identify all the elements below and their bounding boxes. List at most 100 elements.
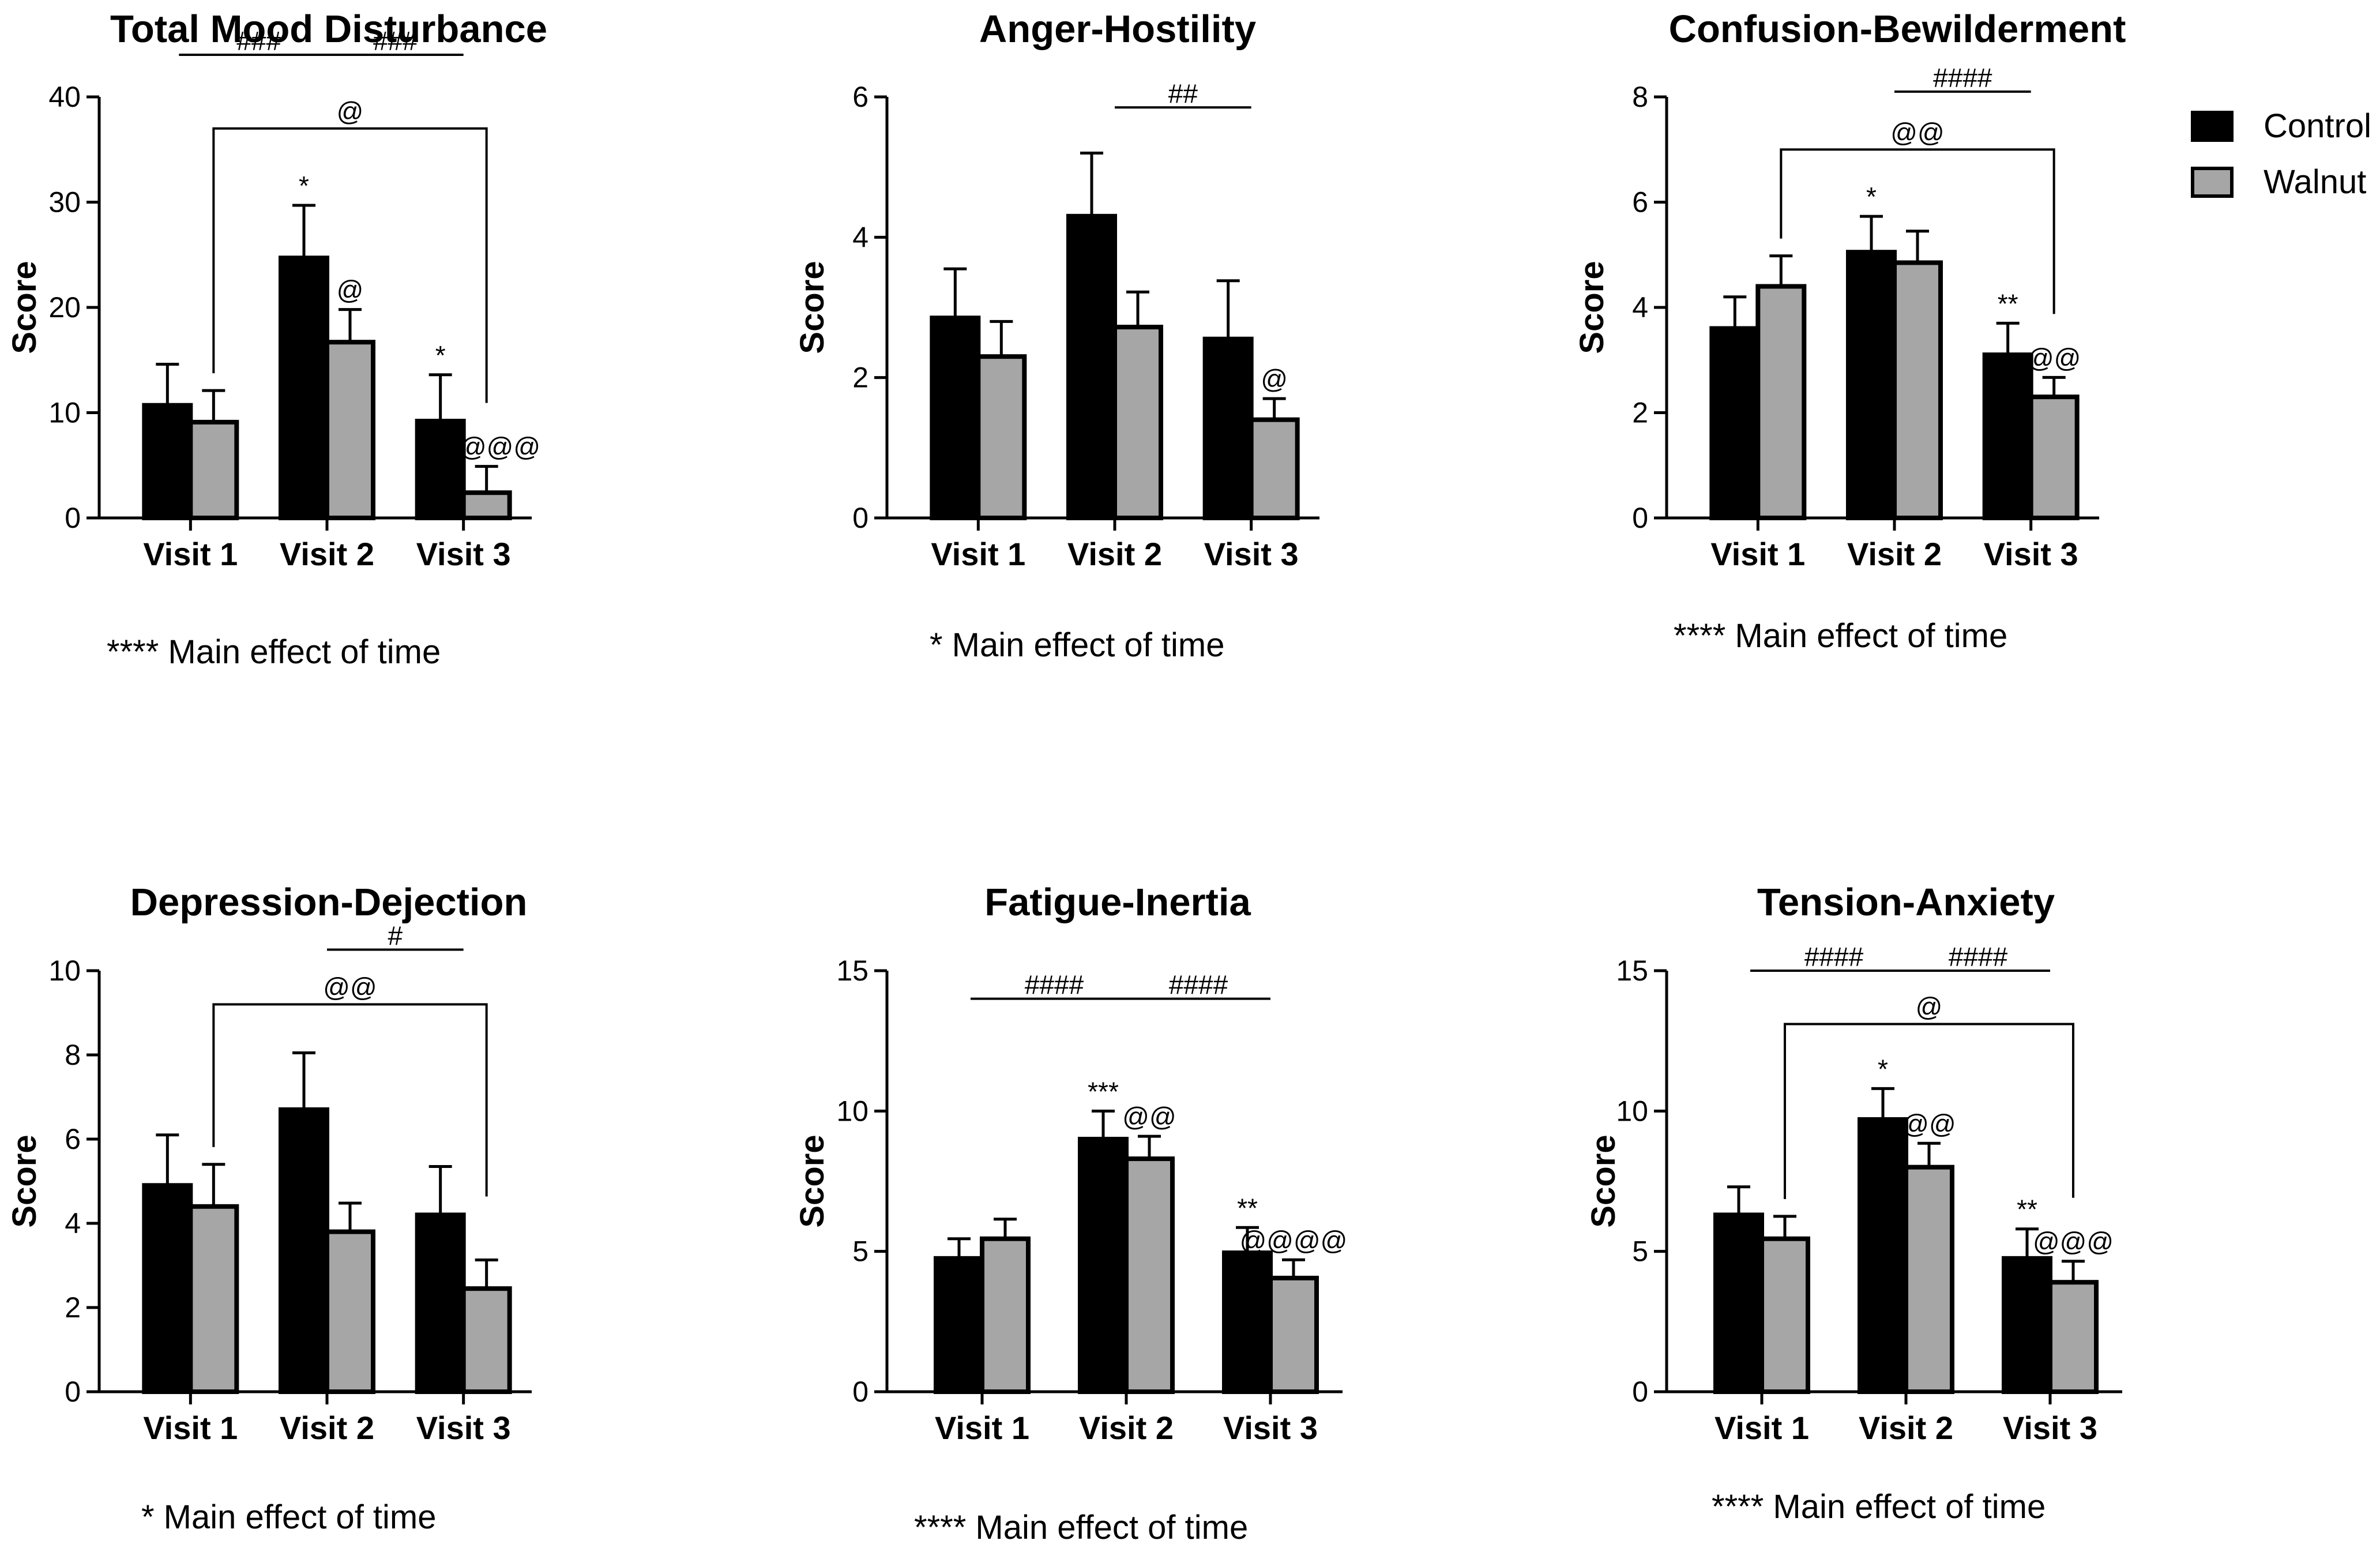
x-tick-label: Visit 1 — [931, 536, 1025, 572]
comparison-label: #### — [1025, 970, 1084, 1000]
bar-walnut-2 — [1892, 260, 1943, 520]
y-tick-label: 8 — [65, 1039, 81, 1071]
y-tick-label: 30 — [48, 186, 81, 219]
legend-label-control: Control — [2264, 107, 2371, 145]
y-tick-label: 2 — [65, 1291, 81, 1324]
y-tick-label: 20 — [48, 291, 81, 324]
y-tick-label: 15 — [1616, 955, 1648, 987]
chart-panel-4: Depression-Dejection 0 2 4 6 8 10 Score Visit 1 V… — [6, 881, 532, 1536]
bar-control-2 — [1858, 1117, 1908, 1395]
bar-walnut-1 — [976, 354, 1027, 521]
bar-control-2 — [1066, 213, 1117, 521]
comparison-label: ### — [373, 26, 418, 56]
bar-walnut-2 — [1124, 1156, 1175, 1394]
y-tick-label: 6 — [852, 81, 868, 113]
bar-control-1 — [142, 403, 193, 520]
chart-panel-5: Fatigue-Inertia 0 5 10 15 Score Visit 1 Visit 2… — [794, 881, 1347, 1544]
bar-control-1 — [934, 1256, 984, 1394]
y-tick-label: 10 — [1616, 1095, 1648, 1127]
significance-label: @@@ — [2033, 1227, 2114, 1257]
bar-control-2 — [1846, 250, 1897, 520]
significance-label: * — [299, 171, 309, 201]
y-tick-label: 6 — [65, 1123, 81, 1155]
bar-control-3 — [415, 1212, 466, 1394]
significance-label: @ — [337, 275, 364, 305]
significance-label: * — [435, 340, 446, 370]
y-tick-label: 6 — [1632, 186, 1648, 219]
y-tick-label: 0 — [65, 1376, 81, 1408]
legend-swatch-walnut — [2191, 167, 2234, 198]
y-axis-label: Score — [794, 1134, 831, 1227]
significance-label: @@@@ — [433, 432, 540, 462]
bar-walnut-1 — [1755, 284, 1807, 520]
comparison-label: #### — [1804, 942, 1864, 972]
x-tick-label: Visit 2 — [1079, 1410, 1174, 1446]
y-axis-label: Score — [1585, 1134, 1622, 1227]
y-tick-label: 4 — [65, 1207, 81, 1239]
y-tick-label: 5 — [1632, 1235, 1648, 1268]
comparison-label: # — [388, 921, 403, 951]
x-tick-label: Visit 1 — [1710, 536, 1805, 572]
x-tick-label: Visit 3 — [1204, 536, 1299, 572]
y-tick-label: 0 — [1632, 1376, 1648, 1408]
y-tick-label: 10 — [48, 397, 81, 429]
bar-walnut-2 — [1904, 1164, 1954, 1394]
legend-label-walnut: Walnut — [2264, 163, 2366, 201]
x-tick-label: Visit 3 — [1984, 536, 2078, 572]
significance-label: @ — [1261, 364, 1288, 394]
y-tick-label: 0 — [852, 502, 868, 534]
bar-control-3 — [1222, 1250, 1273, 1395]
significance-label: @@ — [2027, 343, 2081, 373]
bar-walnut-3 — [461, 490, 512, 521]
bar-control-1 — [1709, 326, 1761, 520]
x-tick-label: Visit 2 — [280, 1410, 374, 1446]
chart-panel-3: Confusion-Bewilderment 0 2 4 6 8 Score Visit 1 V… — [1573, 7, 2126, 655]
y-tick-label: 5 — [852, 1235, 868, 1268]
bar-control-1 — [930, 315, 981, 520]
chart-title: Depression-Dejection — [130, 881, 528, 924]
bar-control-3 — [415, 419, 466, 520]
y-tick-label: 10 — [48, 955, 81, 987]
comparison-bracket — [212, 127, 488, 403]
y-tick-label: 15 — [836, 955, 868, 987]
y-tick-label: 2 — [1632, 397, 1648, 429]
comparison-label: @@ — [323, 972, 377, 1002]
y-tick-label: 0 — [1632, 502, 1648, 534]
x-tick-label: Visit 2 — [1859, 1410, 1953, 1446]
comparison-label: @ — [1916, 991, 1943, 1021]
chart-panel-6: Tension-Anxiety 0 5 10 15 Score Visit 1 Visit 2… — [1585, 881, 2122, 1526]
significance-label: ** — [2017, 1194, 2037, 1224]
significance-label: ** — [1237, 1193, 1258, 1223]
bar-control-2 — [1078, 1137, 1129, 1394]
x-tick-label: Visit 1 — [1714, 1410, 1809, 1446]
x-tick-label: Visit 1 — [143, 536, 238, 572]
significance-label: * — [1866, 182, 1877, 212]
chart-panel-1: Total Mood Disturbance 0 10 20 30 40 Score Visi… — [6, 7, 547, 671]
bar-walnut-1 — [980, 1236, 1031, 1394]
x-tick-label: Visit 3 — [2003, 1410, 2097, 1446]
x-tick-label: Visit 3 — [416, 1410, 511, 1446]
comparison-label: ## — [1168, 78, 1198, 108]
y-axis-label: Score — [1573, 261, 1611, 354]
bar-control-2 — [279, 1107, 329, 1395]
y-axis-label: Score — [794, 261, 831, 354]
comparison-label: ### — [236, 26, 281, 56]
y-tick-label: 2 — [852, 362, 868, 394]
x-tick-label: Visit 3 — [1223, 1410, 1318, 1446]
x-tick-label: Visit 2 — [1847, 536, 1942, 572]
y-tick-label: 8 — [1632, 81, 1648, 113]
y-tick-label: 10 — [836, 1095, 868, 1127]
comparison-label: @ — [337, 96, 364, 126]
significance-label: ** — [1998, 288, 2018, 318]
comparison-label: #### — [1169, 970, 1228, 1000]
bar-walnut-3 — [2028, 395, 2080, 520]
bar-walnut-3 — [1249, 417, 1300, 521]
bar-walnut-3 — [2048, 1280, 2099, 1394]
bar-control-3 — [1982, 352, 2033, 520]
significance-label: @@ — [1902, 1109, 1956, 1139]
significance-label: @@@@ — [1240, 1225, 1348, 1255]
bar-walnut-1 — [1759, 1236, 1810, 1394]
bar-walnut-2 — [325, 1229, 375, 1395]
footnote: **** Main effect of time — [107, 633, 441, 671]
